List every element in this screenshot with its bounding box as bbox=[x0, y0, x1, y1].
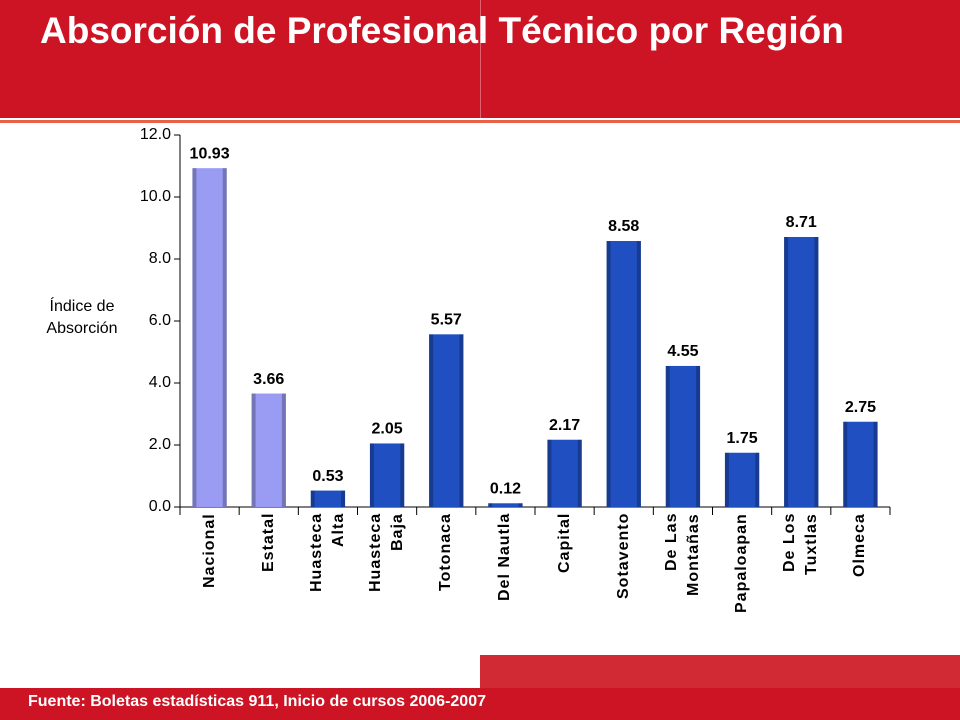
y-tick-label: 8.0 bbox=[149, 250, 171, 267]
value-label: 2.05 bbox=[372, 421, 403, 438]
value-label: 2.75 bbox=[845, 399, 876, 416]
y-tick-label: 2.0 bbox=[149, 436, 171, 453]
y-tick-label: 10.0 bbox=[140, 188, 171, 205]
value-label: 8.71 bbox=[786, 214, 817, 231]
y-tick-label: 6.0 bbox=[149, 312, 171, 329]
footer-band bbox=[0, 688, 960, 720]
x-tick-label: Estatal bbox=[259, 513, 277, 573]
x-tick-label: De Los Tuxtlas bbox=[781, 513, 821, 575]
bar-edge bbox=[222, 168, 227, 508]
x-tick-label: Huasteca Alta bbox=[307, 513, 347, 593]
y-tick-label: 4.0 bbox=[149, 374, 171, 391]
x-tick-label: Olmeca bbox=[851, 513, 869, 577]
bar-edge bbox=[488, 503, 493, 507]
bar-edge bbox=[784, 236, 789, 508]
y-axis-label: Índice de Absorción bbox=[46, 298, 118, 337]
value-label: 3.66 bbox=[253, 371, 284, 388]
bar-edge bbox=[518, 503, 523, 507]
bar bbox=[724, 452, 760, 507]
bar bbox=[488, 503, 523, 507]
bar-edge bbox=[665, 365, 670, 507]
value-label: 2.17 bbox=[549, 417, 580, 434]
x-tick-label: Capital bbox=[555, 513, 573, 574]
bar-edge bbox=[814, 236, 819, 508]
y-tick-label: 0.0 bbox=[149, 498, 171, 515]
value-label: 0.53 bbox=[312, 468, 343, 485]
bar-edge bbox=[755, 452, 760, 507]
bar-edge bbox=[577, 439, 582, 507]
y-tick-label: 12.0 bbox=[140, 126, 171, 143]
bar bbox=[192, 168, 227, 508]
bar-edge bbox=[696, 365, 701, 507]
value-label: 0.12 bbox=[490, 480, 521, 497]
bar-edge bbox=[724, 452, 729, 507]
value-label: 8.58 bbox=[608, 218, 639, 235]
bar-edge bbox=[310, 490, 315, 507]
x-tick-label: Huasteca Baja bbox=[367, 513, 407, 593]
footer-deco bbox=[480, 655, 960, 688]
bar-edge bbox=[281, 393, 286, 507]
bar-edge bbox=[192, 168, 197, 508]
bar bbox=[665, 365, 701, 507]
bar bbox=[310, 490, 346, 507]
bar bbox=[369, 443, 405, 507]
value-label: 5.57 bbox=[431, 312, 462, 329]
x-tick-label: De Las Montañas bbox=[662, 513, 702, 596]
bar-edge bbox=[547, 439, 552, 507]
bar-edge bbox=[873, 421, 878, 507]
x-tick-label: Nacional bbox=[200, 513, 218, 588]
x-tick-label: Sotavento bbox=[614, 513, 632, 600]
bar-edge bbox=[429, 334, 434, 507]
divider bbox=[480, 0, 481, 118]
bar-edge bbox=[636, 241, 641, 507]
bar-edge bbox=[459, 334, 464, 507]
bar bbox=[547, 439, 582, 507]
title: Absorción de Profesional Técnico por Reg… bbox=[40, 10, 844, 51]
x-tick-label: Del Nautla bbox=[496, 513, 514, 602]
bar-edge bbox=[400, 443, 405, 507]
source: Fuente: Boletas estadísticas 911, Inicio… bbox=[28, 693, 486, 710]
bar-edge bbox=[369, 443, 374, 507]
x-tick-label: Papaloapan bbox=[733, 513, 751, 613]
x-tick-label: Totonaca bbox=[437, 513, 455, 591]
bar-edge bbox=[251, 393, 256, 507]
bar-edge bbox=[341, 490, 346, 507]
value-label: 10.93 bbox=[190, 145, 230, 162]
bar bbox=[784, 236, 819, 508]
stripe bbox=[0, 120, 960, 123]
bar bbox=[429, 334, 464, 507]
bar bbox=[606, 241, 641, 507]
value-label: 1.75 bbox=[727, 430, 758, 447]
bar bbox=[843, 421, 878, 507]
bar-edge bbox=[843, 421, 848, 507]
value-label: 4.55 bbox=[667, 343, 698, 360]
bar bbox=[251, 393, 286, 507]
bar-edge bbox=[606, 241, 611, 507]
